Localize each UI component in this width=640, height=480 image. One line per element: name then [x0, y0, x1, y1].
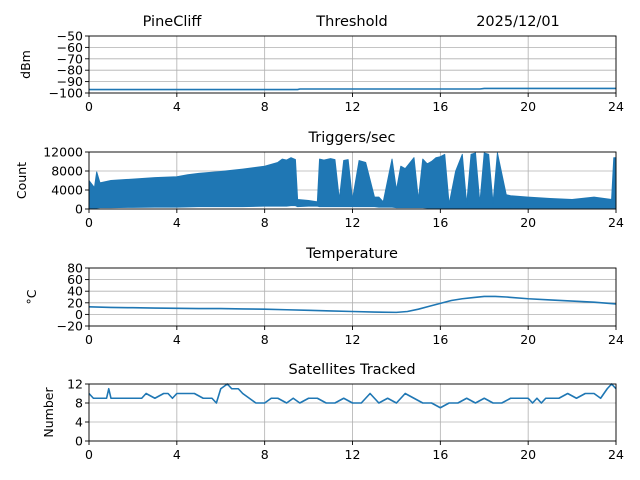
y-axis-label: Count [14, 162, 29, 199]
y-tick-label: 60 [67, 272, 83, 287]
x-tick-label: 24 [608, 99, 624, 114]
y-tick-label: 20 [67, 295, 83, 310]
x-tick-label: 0 [85, 215, 93, 230]
panel-4: 0 4 8 12 16 20 24 0 4 8 12 Satellites Tracked Number [41, 362, 624, 462]
y-tick-label: −90 [57, 74, 83, 89]
y-axis-label: Number [41, 387, 56, 438]
x-tick-label: 8 [261, 215, 269, 230]
y-tick-label: 0 [75, 434, 83, 449]
panel-2: 0 4 8 12 16 20 24 0 4000 8000 12000 Triggers/sec Cou… [14, 130, 624, 230]
x-tick-label: 12 [345, 447, 361, 462]
station-label: PineCliff [143, 14, 203, 30]
x-tick-label: 16 [432, 332, 448, 347]
x-tick-label: 4 [173, 332, 181, 347]
x-tick-label: 16 [432, 99, 448, 114]
panel-title: Temperature [305, 246, 398, 262]
x-tick-label: 12 [345, 215, 361, 230]
x-tick-label: 12 [345, 332, 361, 347]
x-tick-label: 24 [608, 447, 624, 462]
x-tick-label: 20 [520, 99, 536, 114]
x-tick-label: 4 [173, 447, 181, 462]
x-tick-label: 8 [261, 332, 269, 347]
y-tick-label: 0 [75, 307, 83, 322]
x-tick-label: 24 [608, 332, 624, 347]
y-axis-label: °C [24, 289, 39, 304]
y-tick-label: −20 [57, 319, 83, 334]
y-tick-label: 40 [67, 284, 83, 299]
x-tick-label: 4 [173, 99, 181, 114]
y-tick-label: −50 [57, 29, 83, 44]
x-tick-label: 4 [173, 215, 181, 230]
x-tick-label: 16 [432, 447, 448, 462]
series-line-1 [89, 87, 616, 91]
x-tick-label: 0 [85, 99, 93, 114]
series-line-1 [88, 383, 617, 409]
y-tick-label: −100 [49, 86, 83, 101]
y-tick-label: −80 [57, 63, 83, 78]
x-tick-label: 20 [520, 447, 536, 462]
x-tick-label: 0 [85, 332, 93, 347]
y-tick-label: 0 [75, 202, 83, 217]
y-tick-label: 12000 [43, 145, 83, 160]
panel-1: 0 4 8 12 16 20 24 −50−60−70−80−90−100 Threshold d… [18, 14, 624, 114]
panel-title: Threshold [315, 14, 387, 30]
x-tick-label: 8 [261, 99, 269, 114]
x-tick-label: 16 [432, 215, 448, 230]
y-tick-label: 8000 [51, 164, 83, 179]
series-line-1 [88, 295, 617, 314]
y-tick-label: 8 [75, 396, 83, 411]
panel-title: Satellites Tracked [288, 362, 415, 378]
panels: 0 4 8 12 16 20 24 −50−60−70−80−90−100 Threshold d… [14, 14, 624, 462]
x-tick-label: 0 [85, 447, 93, 462]
x-tick-label: 20 [520, 215, 536, 230]
x-tick-label: 12 [345, 99, 361, 114]
y-tick-label: 4 [75, 415, 83, 430]
x-tick-label: 24 [608, 215, 624, 230]
y-tick-label: 12 [67, 377, 83, 392]
panel-title: Triggers/sec [308, 130, 396, 146]
date-label: 2025/12/01 [476, 14, 560, 30]
y-axis-label: dBm [18, 50, 33, 79]
y-tick-label: −60 [57, 40, 83, 55]
y-tick-label: −70 [57, 51, 83, 66]
y-tick-label: 4000 [51, 183, 83, 198]
y-tick-label: 80 [67, 261, 83, 276]
x-tick-label: 8 [261, 447, 269, 462]
x-tick-label: 20 [520, 332, 536, 347]
